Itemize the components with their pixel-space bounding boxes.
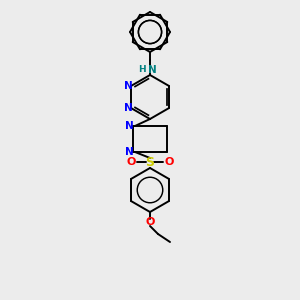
Text: N: N bbox=[148, 65, 156, 75]
Text: N: N bbox=[124, 103, 132, 113]
Text: N: N bbox=[124, 81, 132, 91]
Text: H: H bbox=[138, 65, 146, 74]
Text: N: N bbox=[124, 147, 134, 157]
Text: O: O bbox=[145, 217, 155, 227]
Text: O: O bbox=[164, 157, 174, 167]
Text: S: S bbox=[146, 155, 154, 169]
Text: O: O bbox=[126, 157, 136, 167]
Text: N: N bbox=[124, 121, 134, 131]
